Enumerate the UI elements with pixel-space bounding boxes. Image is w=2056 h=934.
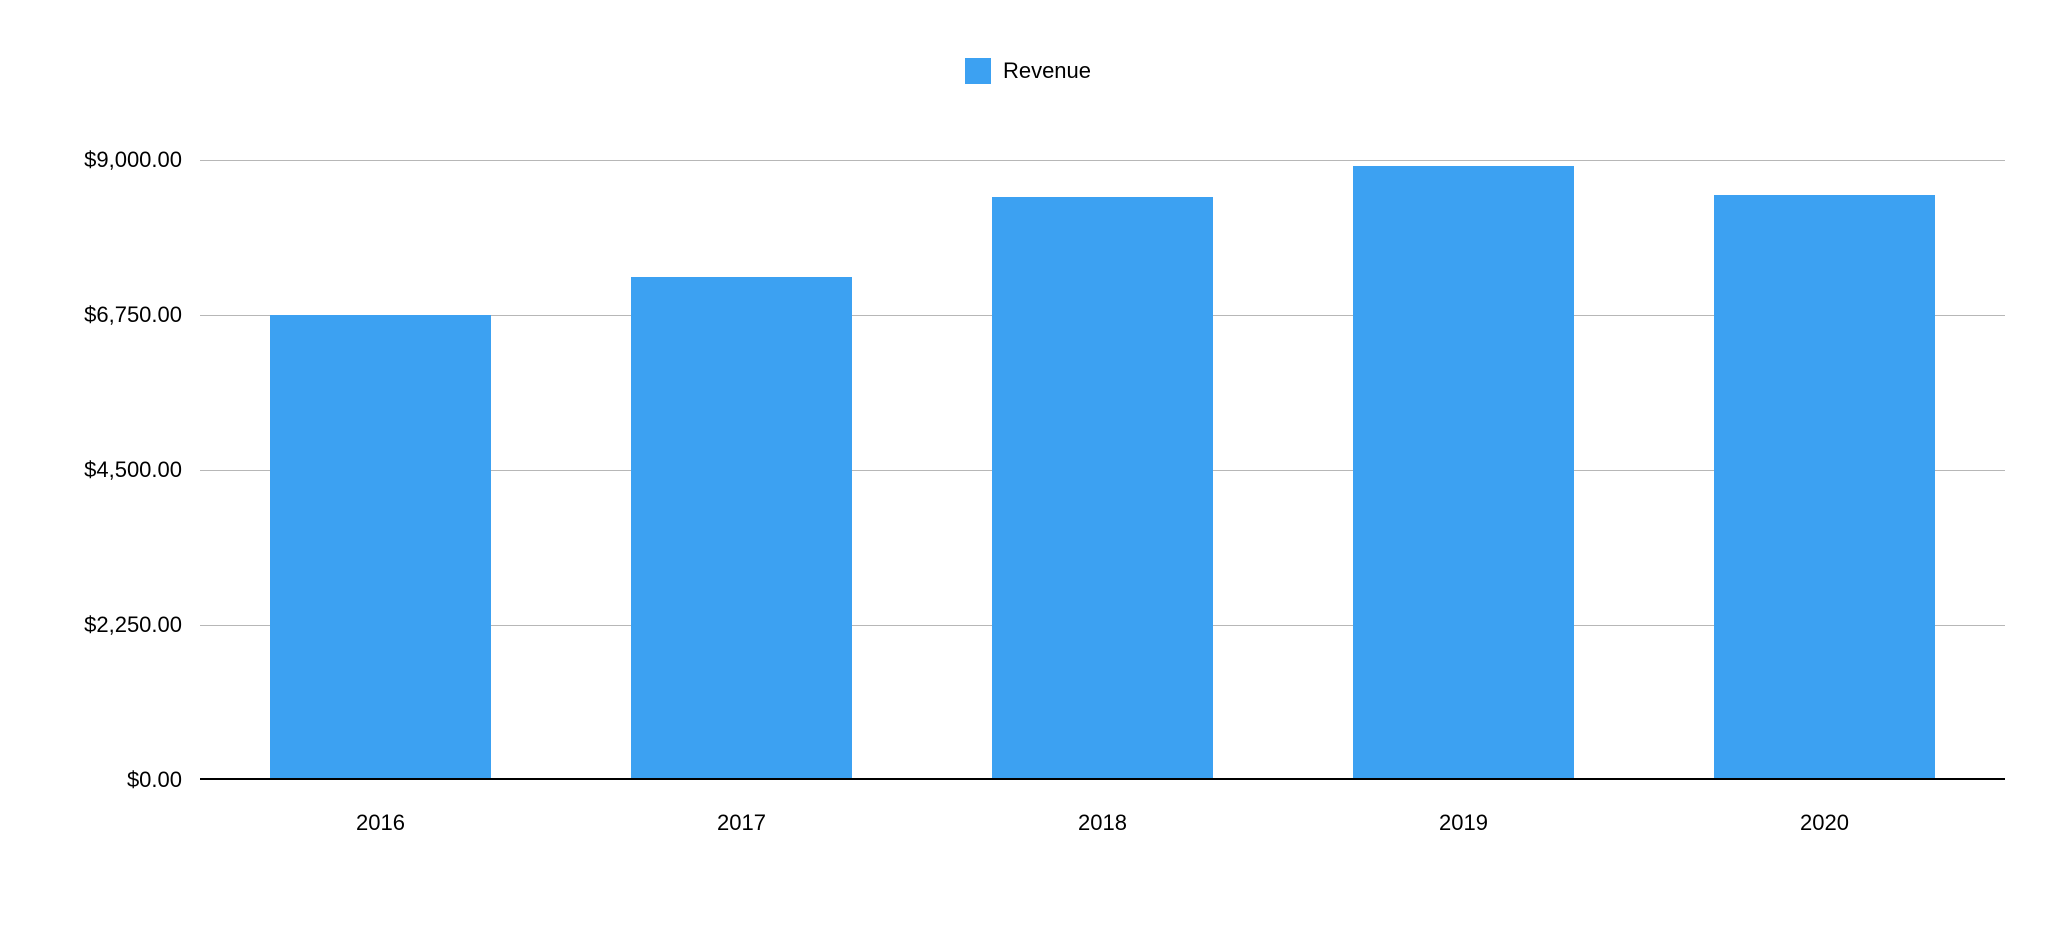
y-tick-label: $9,000.00	[22, 147, 182, 173]
y-tick-label: $4,500.00	[22, 457, 182, 483]
x-tick-label: 2020	[1800, 810, 1849, 836]
bar	[1353, 166, 1573, 780]
x-tick-label: 2019	[1439, 810, 1488, 836]
revenue-bar-chart: Revenue $0.00 $2,250.00 $4,500.00 $6,750.00…	[0, 0, 2056, 934]
x-axis-line	[200, 778, 2005, 780]
y-tick-label: $6,750.00	[22, 302, 182, 328]
chart-legend: Revenue	[0, 58, 2056, 84]
y-tick-label: $0.00	[22, 767, 182, 793]
bars-container	[200, 160, 2005, 780]
legend-label: Revenue	[1003, 58, 1091, 84]
bar	[1714, 195, 1934, 780]
bar	[992, 197, 1212, 780]
x-tick-label: 2018	[1078, 810, 1127, 836]
bar	[631, 277, 851, 780]
x-tick-label: 2016	[356, 810, 405, 836]
plot-area	[200, 160, 2005, 780]
bar	[270, 315, 490, 780]
x-tick-label: 2017	[717, 810, 766, 836]
y-tick-label: $2,250.00	[22, 612, 182, 638]
legend-swatch	[965, 58, 991, 84]
